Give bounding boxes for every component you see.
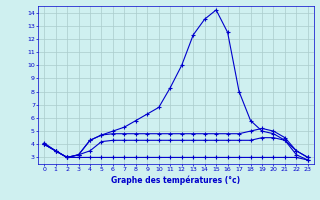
X-axis label: Graphe des températures (°c): Graphe des températures (°c) [111,175,241,185]
